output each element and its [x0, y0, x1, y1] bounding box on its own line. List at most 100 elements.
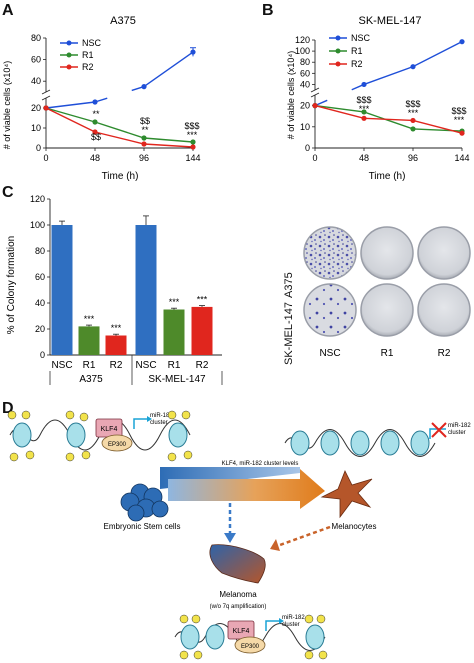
- dish-row-label-skmel147: SK-MEL-147: [283, 302, 295, 365]
- legend-marker-nsc: [335, 35, 341, 41]
- data-point-r2: [190, 144, 196, 150]
- colony-dish-grid: NSC R1 R2: [303, 226, 471, 359]
- data-point-nsc: [361, 81, 367, 88]
- panel-a-annot-r2-48: $$: [91, 132, 101, 142]
- panel-c-ylabel: % of Colony formation: [6, 236, 17, 334]
- panel-a-chart: A375 # of viable cells (x10⁴) Time (h) 0…: [2, 15, 201, 182]
- panel-c-marks: NSC R1 R2 NSC R1 R2 *** *** *** ***: [51, 215, 213, 371]
- panel-b-title: SK-MEL-147: [359, 15, 422, 27]
- melanocytes-label: Melanocytes: [332, 522, 377, 531]
- bar-category-label: R2: [196, 360, 209, 371]
- legend-marker-r1: [66, 52, 72, 58]
- significance-stars: ***: [197, 295, 208, 305]
- panel-b-chart: SK-MEL-147 # of viable cells (x10⁴) Time…: [286, 15, 470, 182]
- y-tick-label: 100: [295, 46, 310, 56]
- data-point-r2: [410, 117, 416, 124]
- x-tick-label: 144: [185, 153, 200, 163]
- bar-5: [191, 306, 213, 355]
- panel-letter-d: D: [2, 400, 14, 417]
- series-line-r2: [314, 104, 463, 134]
- panel-b-legend: NSC R1 R2: [329, 33, 371, 69]
- panel-b-annot-a144: ***: [454, 115, 465, 125]
- chromatin-active-top: KLF4 EP300 miR-182 cluster: [7, 410, 193, 462]
- y-tick-label: 60: [300, 68, 310, 78]
- chromatin-active-bottom: KLF4 EP300 miR-182 cluster: [174, 614, 328, 660]
- dish-a375-r2: [417, 226, 471, 280]
- mir182-cluster-bottom: cluster: [282, 622, 300, 628]
- y-tick-label: 0: [305, 143, 310, 153]
- panel-a-ylabel: # of viable cells (x10⁴): [2, 61, 12, 149]
- nucleosome: [66, 422, 86, 448]
- y-tick-label: 80: [300, 57, 310, 67]
- differentiation-arrow: [168, 469, 325, 509]
- dish-skmel147-nsc: [303, 283, 357, 337]
- mir182-cluster-top: cluster: [150, 420, 168, 426]
- dish-col-label-nsc: NSC: [319, 348, 340, 359]
- panel-b-legend-nsc: NSC: [351, 33, 371, 43]
- x-tick-label: 96: [139, 153, 149, 163]
- y-tick-label: 40: [31, 76, 41, 86]
- nucleosome: [12, 422, 32, 448]
- significance-stars: ***: [111, 323, 122, 333]
- y-tick-label: 10: [300, 122, 310, 132]
- dish-col-label-r1: R1: [381, 348, 394, 359]
- bar-3: [135, 225, 157, 355]
- data-point-nsc: [410, 64, 416, 70]
- legend-marker-r2: [335, 61, 341, 67]
- data-point-r2: [92, 129, 98, 135]
- y-tick-label: 40: [300, 79, 310, 89]
- bar-category-label: NSC: [135, 360, 156, 371]
- dish-a375-r1: [360, 226, 414, 280]
- x-tick-label: 48: [90, 153, 100, 163]
- panel-a-annot-r2-96: **: [141, 125, 149, 135]
- dish-a375-nsc: [303, 226, 357, 280]
- series-line-nsc: [45, 101, 96, 109]
- panel-a-xlabel: Time (h): [102, 171, 139, 182]
- y-tick-label: 0: [40, 350, 45, 360]
- series-line-r2: [45, 107, 194, 148]
- ep300-label: EP300: [108, 442, 127, 448]
- x-tick-label: 0: [43, 153, 48, 163]
- panel-a-annot-r1-144: $$$: [184, 121, 199, 131]
- y-tick-label: 80: [35, 246, 45, 256]
- panel-letter-b: B: [262, 2, 274, 19]
- mir182-label-bottom: miR-182: [282, 615, 305, 621]
- data-point-nsc: [141, 84, 147, 90]
- klf4-label: KLF4: [101, 426, 118, 433]
- data-point-nsc: [92, 99, 98, 105]
- significance-stars: ***: [169, 297, 180, 307]
- panel-b-ylabel: # of viable cells (x10⁴): [286, 51, 296, 139]
- melanoma-icon: [209, 544, 266, 584]
- x-tick-label: 48: [359, 153, 369, 163]
- panel-a-title: A375: [110, 15, 136, 27]
- melanocyte-to-melanoma-arrow: [279, 525, 331, 547]
- y-tick-label: 20: [300, 101, 310, 111]
- legend-marker-r1: [335, 48, 341, 54]
- nucleosome: [168, 422, 188, 448]
- data-point-r1: [141, 135, 147, 141]
- panel-a-annot-r1-96: $$: [140, 116, 150, 126]
- panel-a-legend-r2: R2: [82, 62, 94, 72]
- panel-b-annot-a48: ***: [359, 104, 370, 114]
- panel-a-annot-r2-144: ***: [187, 130, 198, 140]
- series-line-nsc: [363, 41, 463, 86]
- bar-4: [163, 309, 185, 355]
- panel-a-legend-nsc: NSC: [82, 38, 102, 48]
- klf4-label-bottom: KLF4: [233, 628, 250, 635]
- y-tick-label: 20: [31, 103, 41, 113]
- panel-letter-c: C: [2, 184, 14, 201]
- y-tick-label: 0: [36, 143, 41, 153]
- bar-category-label: R1: [168, 360, 181, 371]
- chromatin-repressed: miR-182 cluster: [284, 422, 471, 457]
- panel-b-annot-s48: $$$: [356, 95, 371, 105]
- y-tick-label: 60: [35, 272, 45, 282]
- x-tick-label: 144: [454, 153, 469, 163]
- bar-category-label: R2: [110, 360, 123, 371]
- panel-a-axes: 0 10 20 40 60 80 0 48 96 144: [31, 33, 201, 163]
- dish-col-label-r2: R2: [438, 348, 451, 359]
- panel-b-annot-s144: $$$: [451, 106, 466, 116]
- panel-a-legend-r1: R1: [82, 50, 94, 60]
- significance-stars: ***: [84, 314, 95, 324]
- legend-marker-nsc: [66, 40, 72, 46]
- data-point-r2: [141, 141, 147, 147]
